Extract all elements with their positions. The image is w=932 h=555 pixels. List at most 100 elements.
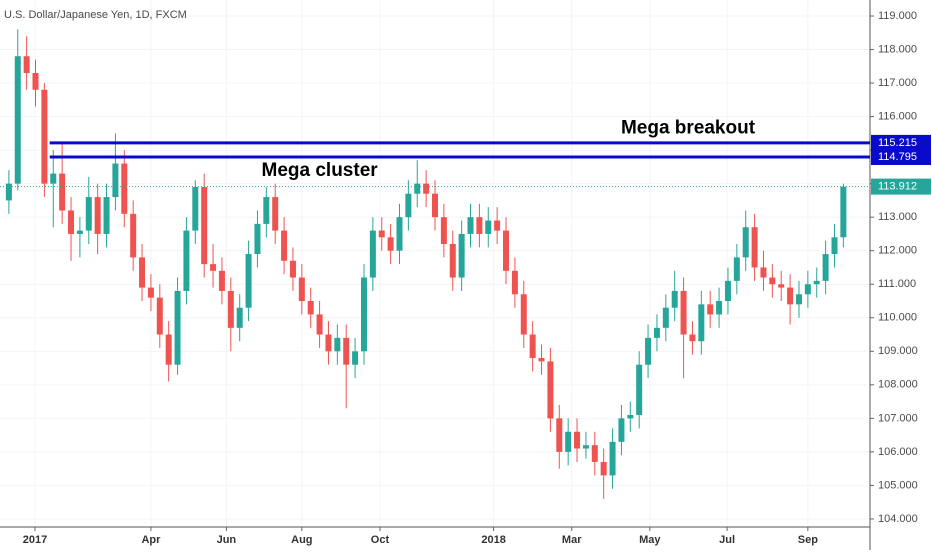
candle-body xyxy=(440,217,447,245)
candle-body xyxy=(316,314,323,335)
candle-body xyxy=(121,163,128,214)
candle-body xyxy=(831,237,838,255)
last-price-box xyxy=(871,178,931,195)
candle-body xyxy=(360,277,367,352)
chart-title: U.S. Dollar/Japanese Yen, 1D, FXCM xyxy=(4,9,187,21)
candle-body xyxy=(529,334,536,359)
y-tick-label: 107.000 xyxy=(878,412,918,424)
candle-body xyxy=(94,197,101,234)
candle-body xyxy=(281,230,288,261)
candle-body xyxy=(724,280,731,302)
candle-body xyxy=(236,307,243,328)
candle-body xyxy=(23,56,30,73)
candle-body xyxy=(192,187,199,231)
candle-body xyxy=(689,334,696,342)
candle-body xyxy=(387,237,394,251)
x-tick-label: Aug xyxy=(291,534,312,546)
candle-body xyxy=(591,445,598,462)
candle-body xyxy=(467,217,474,234)
x-tick-label: Apr xyxy=(141,534,161,546)
candle-body xyxy=(227,290,234,328)
y-tick-label: 116.000 xyxy=(878,110,917,122)
candle-body xyxy=(733,257,740,281)
candle-body xyxy=(334,337,341,352)
candle-body xyxy=(804,284,811,295)
candle-body xyxy=(369,230,376,278)
candle-body xyxy=(822,254,829,281)
candle-body xyxy=(645,337,652,365)
candle-body xyxy=(147,287,154,298)
y-tick-label: 111.000 xyxy=(878,278,916,290)
candle-body xyxy=(41,89,48,184)
candle-body xyxy=(130,213,137,258)
candle-body xyxy=(68,210,75,234)
candle-body xyxy=(609,441,616,476)
x-tick-label: Mar xyxy=(562,534,582,546)
candle-body xyxy=(218,270,225,291)
level-label-box xyxy=(871,134,931,151)
y-tick-label: 106.000 xyxy=(878,446,918,458)
candle-body xyxy=(618,418,625,442)
level-label-box xyxy=(871,148,931,165)
candle-body xyxy=(50,173,57,184)
level-label: 115.215 xyxy=(878,137,917,149)
candle-body xyxy=(174,290,181,365)
candle-body xyxy=(787,287,794,305)
candle-body xyxy=(165,334,172,365)
candle-body xyxy=(5,183,12,201)
x-tick-label: Sep xyxy=(798,534,818,546)
candle-body xyxy=(432,193,438,218)
candle-body xyxy=(254,223,261,255)
candle-body xyxy=(795,294,802,305)
x-tick-label: 2017 xyxy=(23,534,47,546)
candle-body xyxy=(574,431,581,449)
candle-body xyxy=(485,220,492,234)
candle-body xyxy=(263,197,270,224)
x-tick-label: May xyxy=(639,534,661,546)
candle-body xyxy=(742,227,749,258)
candle-body xyxy=(201,187,208,265)
candle-body xyxy=(343,337,350,365)
candle-body xyxy=(520,294,527,335)
candle-body xyxy=(813,280,820,285)
candle-body xyxy=(423,183,430,194)
x-tick-label: 2018 xyxy=(481,534,505,546)
y-tick-label: 119.000 xyxy=(878,10,917,22)
candle-body xyxy=(503,230,510,271)
annotation: Mega cluster xyxy=(262,160,379,181)
y-tick-label: 105.000 xyxy=(878,479,918,491)
candle-body xyxy=(653,327,660,338)
candle-body xyxy=(210,264,217,271)
candle-body xyxy=(547,361,554,419)
candle-body xyxy=(85,197,92,231)
candle-body xyxy=(272,197,279,231)
y-tick-label: 117.000 xyxy=(878,77,917,89)
candle-body xyxy=(627,415,634,419)
candle-body xyxy=(245,254,252,308)
candle-body xyxy=(449,244,456,278)
candle-body xyxy=(511,270,518,295)
y-tick-label: 109.000 xyxy=(878,345,918,357)
candle-body xyxy=(476,217,483,234)
candle-body xyxy=(494,220,501,231)
candle-body xyxy=(156,297,163,335)
candle-body xyxy=(103,197,110,234)
candle-body xyxy=(778,284,785,288)
candle-body xyxy=(307,301,314,315)
candle-body xyxy=(698,304,705,342)
y-tick-label: 110.000 xyxy=(878,312,917,324)
y-tick-label: 118.000 xyxy=(878,43,917,55)
candle-body xyxy=(538,358,545,362)
candle-body xyxy=(769,277,776,285)
candle-body xyxy=(298,277,305,302)
x-tick-label: Oct xyxy=(371,534,390,546)
last-price-label: 113.912 xyxy=(878,181,917,193)
candle-body xyxy=(14,56,21,184)
y-tick-label: 113.000 xyxy=(878,211,917,223)
candle-body xyxy=(352,351,359,365)
candle-body xyxy=(139,257,146,288)
candle-body xyxy=(840,186,847,238)
candle-body xyxy=(59,173,66,211)
